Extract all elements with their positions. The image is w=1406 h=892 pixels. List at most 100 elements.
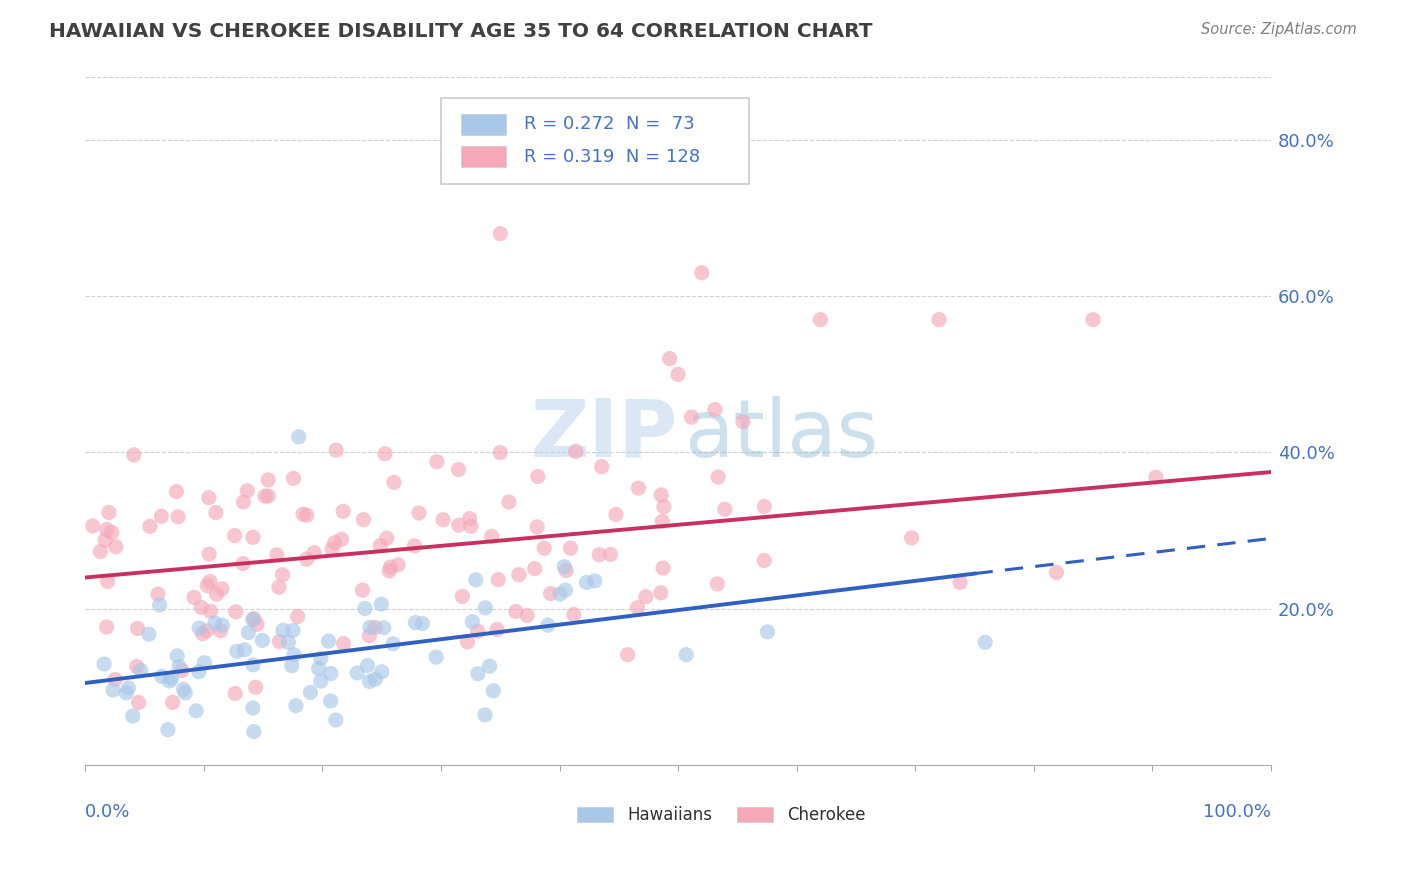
Point	[382, 475, 405, 490]
Point	[117, 681, 139, 695]
Point	[309, 674, 332, 689]
Point	[233, 642, 256, 657]
Point	[321, 542, 343, 557]
Point	[374, 447, 396, 461]
Point	[474, 707, 496, 722]
Point	[150, 509, 173, 524]
FancyBboxPatch shape	[737, 807, 773, 822]
Point	[467, 666, 489, 681]
Point	[191, 626, 214, 640]
Point	[195, 624, 218, 638]
Point	[634, 590, 657, 604]
Point	[309, 651, 332, 665]
Point	[242, 612, 264, 626]
Point	[115, 686, 138, 700]
Point	[232, 557, 254, 571]
Point	[447, 518, 470, 533]
Point	[93, 657, 115, 671]
Point	[165, 484, 187, 499]
Point	[527, 469, 550, 483]
Point	[411, 616, 433, 631]
Point	[183, 591, 205, 605]
Point	[257, 473, 280, 487]
Point	[359, 674, 381, 689]
Point	[146, 587, 169, 601]
Point	[205, 587, 228, 601]
Point	[451, 590, 474, 604]
Point	[564, 444, 586, 458]
Point	[138, 627, 160, 641]
Point	[277, 635, 299, 649]
Point	[375, 531, 398, 545]
Point	[650, 488, 672, 502]
Point	[1081, 312, 1104, 326]
Point	[808, 312, 831, 326]
Point	[703, 402, 725, 417]
Point	[195, 578, 218, 592]
Point	[200, 604, 222, 618]
Point	[474, 600, 496, 615]
Point	[211, 582, 233, 596]
Point	[224, 528, 246, 542]
Point	[508, 567, 530, 582]
Point	[243, 612, 266, 626]
Text: 100.0%: 100.0%	[1204, 803, 1271, 821]
Point	[129, 663, 152, 677]
Point	[533, 541, 555, 556]
Point	[652, 561, 675, 575]
Point	[731, 415, 754, 429]
Text: Hawaiians: Hawaiians	[627, 805, 711, 823]
Point	[281, 658, 304, 673]
Point	[562, 607, 585, 622]
Point	[658, 351, 681, 366]
Point	[242, 657, 264, 672]
Point	[481, 529, 503, 543]
Point	[167, 659, 190, 673]
Point	[252, 633, 274, 648]
Point	[318, 634, 340, 648]
Point	[242, 530, 264, 544]
Point	[370, 597, 392, 611]
Text: Cherokee: Cherokee	[787, 805, 866, 823]
Point	[387, 558, 409, 572]
Point	[209, 624, 232, 638]
Point	[554, 583, 576, 598]
Point	[404, 615, 426, 630]
Point	[461, 615, 484, 629]
Point	[489, 227, 512, 241]
Point	[245, 681, 267, 695]
Point	[605, 508, 627, 522]
Point	[548, 587, 571, 601]
Point	[482, 683, 505, 698]
Point	[271, 567, 294, 582]
Point	[238, 625, 260, 640]
Point	[281, 624, 304, 638]
Point	[156, 723, 179, 737]
Point	[478, 659, 501, 673]
FancyBboxPatch shape	[461, 114, 506, 135]
Point	[167, 509, 190, 524]
Point	[675, 648, 697, 662]
Point	[198, 547, 221, 561]
Point	[404, 539, 426, 553]
Point	[266, 548, 288, 562]
Point	[254, 489, 277, 503]
Point	[346, 665, 368, 680]
Point	[432, 513, 454, 527]
Point	[456, 635, 478, 649]
Point	[900, 531, 922, 545]
Point	[205, 506, 228, 520]
Point	[1144, 470, 1167, 484]
Point	[537, 618, 560, 632]
Point	[211, 618, 233, 632]
Point	[232, 495, 254, 509]
Point	[323, 535, 346, 549]
Point	[166, 648, 188, 663]
Point	[89, 544, 111, 558]
Point	[100, 525, 122, 540]
Point	[458, 511, 481, 525]
Text: R = 0.272  N =  73: R = 0.272 N = 73	[524, 115, 695, 133]
Point	[104, 540, 127, 554]
Point	[267, 580, 290, 594]
Point	[714, 502, 737, 516]
